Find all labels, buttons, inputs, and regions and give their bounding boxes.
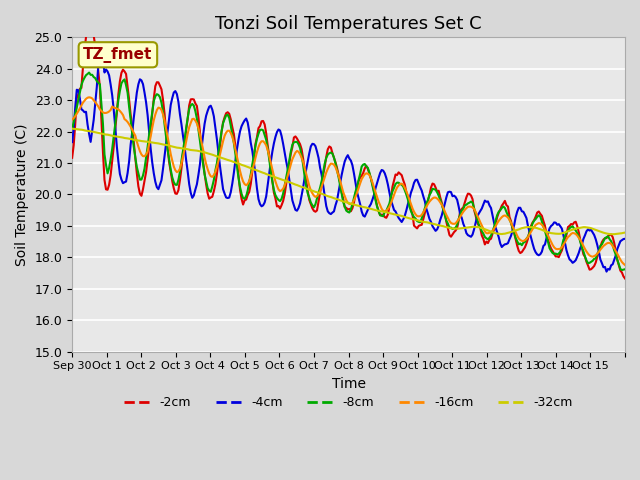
Text: TZ_fmet: TZ_fmet bbox=[83, 47, 152, 63]
X-axis label: Time: Time bbox=[332, 377, 365, 391]
Y-axis label: Soil Temperature (C): Soil Temperature (C) bbox=[15, 123, 29, 266]
Title: Tonzi Soil Temperatures Set C: Tonzi Soil Temperatures Set C bbox=[215, 15, 482, 33]
Legend: -2cm, -4cm, -8cm, -16cm, -32cm: -2cm, -4cm, -8cm, -16cm, -32cm bbox=[120, 391, 578, 414]
